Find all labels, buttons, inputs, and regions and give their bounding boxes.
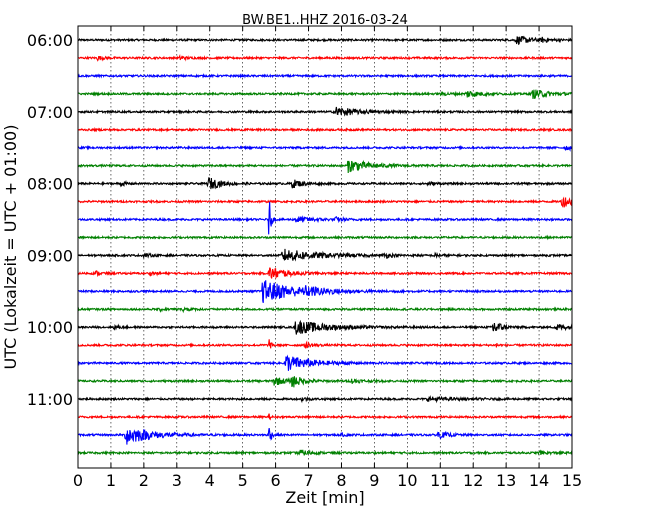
trace-line-0700 [77,106,573,117]
y-tick-label: 08:00 [27,175,73,194]
trace-line-0630 [77,73,573,79]
trace-line-1100 [77,395,573,404]
x-tick-label: 9 [369,471,379,490]
x-tick-label: 4 [205,471,215,490]
trace-line-1030 [77,354,573,371]
trace-line-0900 [77,248,573,262]
trace-line-0745 [77,159,573,173]
x-tick-label: 12 [463,471,483,490]
trace-line-0845 [77,234,573,241]
plot-frame [77,25,573,469]
x-tick-label: 13 [496,471,516,490]
trace-line-0815 [77,196,573,208]
y-tick-label: 06:00 [27,31,73,50]
trace-line-1115 [77,413,573,421]
trace-line-0645 [77,89,573,99]
x-tick-label: 2 [139,471,149,490]
x-tick-label: 6 [271,471,281,490]
trace-line-1045 [77,376,573,388]
trace-line-0800 [77,177,573,190]
x-tick-label: 15 [562,471,582,490]
chart-title: BW.BE1..HHZ 2016-03-24 [242,13,408,28]
trace-line-0930 [77,280,573,303]
y-tick-label: 07:00 [27,103,73,122]
y-tick-label: 10:00 [27,318,73,337]
trace-line-1130 [77,427,573,445]
x-tick-label: 7 [303,471,313,490]
y-axis-label: UTC (Lokalzeit = UTC + 01:00) [1,125,20,370]
x-tick-label: 11 [430,471,450,490]
y-tick-label: 11:00 [27,390,73,409]
x-tick-label: 14 [529,471,549,490]
trace-line-0915 [77,267,573,280]
trace-line-0945 [77,306,573,314]
x-tick-label: 3 [172,471,182,490]
trace-line-0730 [77,144,573,152]
x-axis-label: Zeit [min] [285,488,364,507]
y-ticks: 06:00 07:00 08:00 09:00 10:00 11:00 [27,31,572,409]
trace-line-1015 [77,339,573,349]
trace-line-0715 [77,126,573,133]
traces [77,35,573,457]
grid [78,26,572,468]
trace-line-1000 [77,319,573,335]
x-tick-label: 1 [106,471,116,490]
x-tick-label: 10 [397,471,417,490]
x-tick-label: 5 [238,471,248,490]
y-tick-label: 09:00 [27,246,73,265]
trace-line-1145 [77,449,573,457]
x-tick-label: 0 [73,471,83,490]
trace-line-0615 [77,54,573,62]
trace-line-0830 [77,201,573,235]
x-ticks: 0 1 2 3 4 5 6 7 8 9 10 11 12 13 14 15 [73,26,582,490]
trace-line-0600 [77,35,573,46]
x-tick-label: 8 [336,471,346,490]
